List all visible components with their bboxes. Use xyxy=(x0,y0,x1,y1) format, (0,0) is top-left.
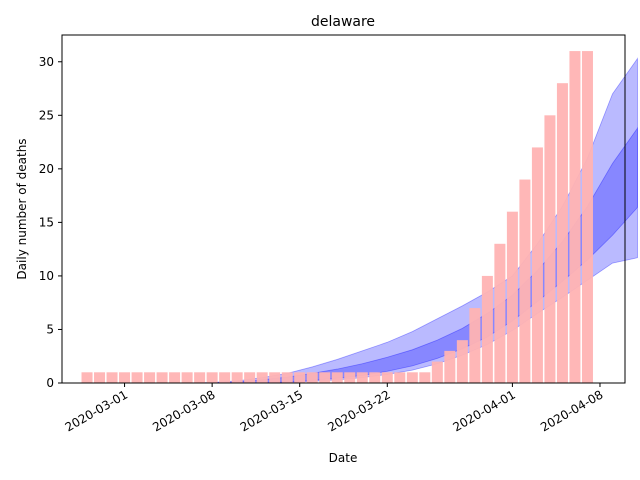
x-axis-title: Date xyxy=(329,451,358,465)
x-tick-label: 2020-04-01 xyxy=(450,387,517,434)
bar xyxy=(344,372,356,383)
y-tick-label: 0 xyxy=(46,376,54,390)
y-tick-label: 5 xyxy=(46,322,54,336)
bar xyxy=(269,372,281,383)
y-axis-title: Daily number of deaths xyxy=(15,138,29,279)
bar xyxy=(131,372,143,383)
bar xyxy=(544,115,556,383)
x-tick-label: 2020-04-08 xyxy=(538,387,605,434)
bar xyxy=(444,350,456,383)
bars-layer xyxy=(81,51,593,384)
bar xyxy=(356,372,368,383)
bar xyxy=(556,83,568,384)
bar xyxy=(181,372,193,383)
bar xyxy=(394,372,406,383)
bar xyxy=(481,275,493,383)
bar xyxy=(469,308,481,383)
bar xyxy=(456,340,468,383)
bar xyxy=(569,51,581,384)
x-tick-label: 2020-03-22 xyxy=(325,387,392,434)
bar xyxy=(531,147,543,383)
y-tick-label: 30 xyxy=(39,55,54,69)
bar xyxy=(406,372,418,383)
y-tick-label: 15 xyxy=(39,215,54,229)
bar xyxy=(81,372,93,383)
bar xyxy=(219,372,231,383)
bar xyxy=(194,372,206,383)
bar xyxy=(119,372,131,383)
bar xyxy=(256,372,268,383)
bar xyxy=(381,372,393,383)
y-tick-label: 25 xyxy=(39,108,54,122)
bar xyxy=(281,372,293,383)
bar xyxy=(581,51,593,384)
bar xyxy=(431,361,443,383)
bar xyxy=(419,372,431,383)
bar xyxy=(294,372,306,383)
x-tick-label: 2020-03-08 xyxy=(150,387,217,434)
bar xyxy=(231,372,243,383)
bar xyxy=(331,372,343,383)
bar xyxy=(319,372,331,383)
bar xyxy=(156,372,168,383)
bar xyxy=(144,372,156,383)
bar xyxy=(519,179,531,383)
bar xyxy=(506,211,518,383)
bar xyxy=(244,372,256,383)
bar xyxy=(306,372,318,383)
bar xyxy=(106,372,118,383)
bar xyxy=(169,372,181,383)
bar xyxy=(206,372,218,383)
bar xyxy=(494,243,506,383)
bar xyxy=(94,372,106,383)
plot-frame xyxy=(61,34,626,384)
x-tick-label: 2020-03-01 xyxy=(63,387,130,434)
y-tick-label: 20 xyxy=(39,162,54,176)
bar xyxy=(369,372,381,383)
chart-title: delaware xyxy=(311,14,375,30)
x-tick-label: 2020-03-15 xyxy=(238,387,305,434)
y-tick-label: 10 xyxy=(39,269,54,283)
